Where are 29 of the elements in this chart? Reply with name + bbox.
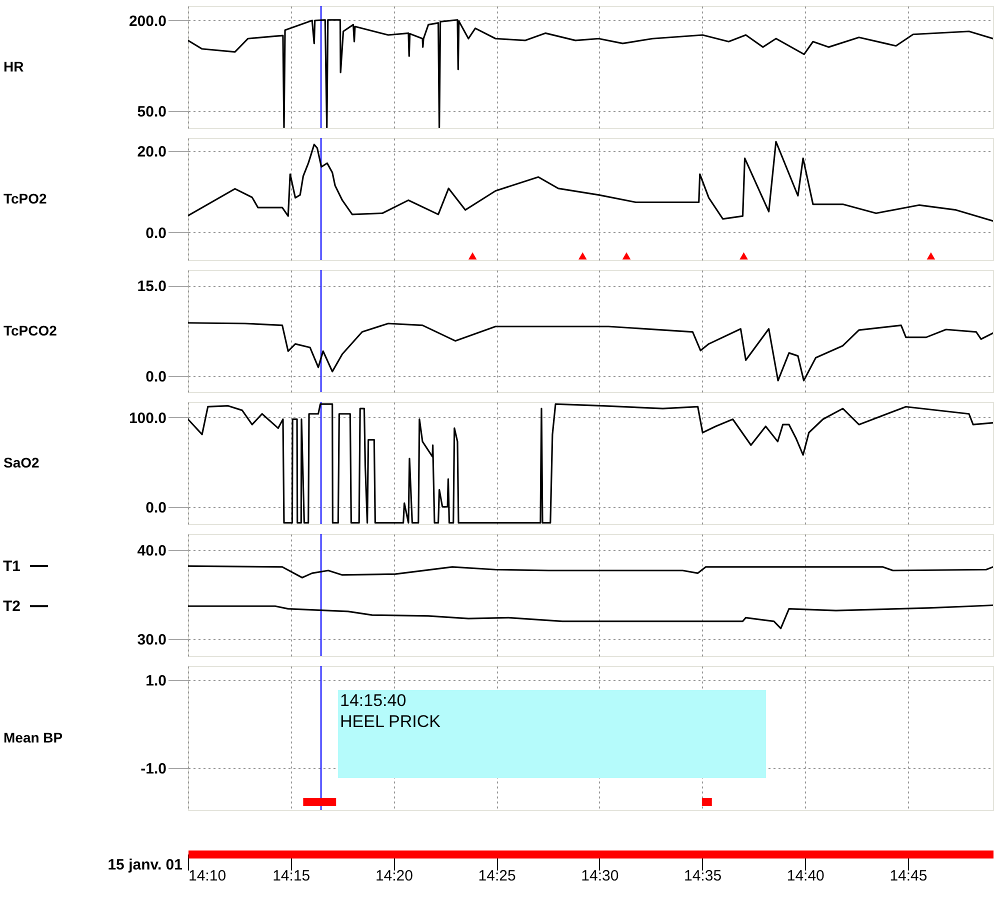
- x-tick-label: 14:25: [478, 868, 516, 884]
- y-tick-label: 20.0: [137, 144, 166, 161]
- y-axis-title: HR: [4, 58, 24, 74]
- x-axis-title: 15 janv. 01: [108, 856, 182, 874]
- y-axis-title: TcPCO2: [4, 322, 58, 338]
- x-tick-label: 14:45: [890, 868, 928, 884]
- x-tick-label: 14:35: [684, 868, 722, 884]
- y-tick-label: 30.0: [137, 632, 166, 649]
- y-axis-title: TcPO2: [4, 190, 48, 206]
- x-tick-label: 14:15: [272, 868, 310, 884]
- annotation: 14:15:40 HEEL PRICK: [340, 691, 442, 731]
- y-tick-label: 0.0: [146, 224, 166, 242]
- legend-label: T2: [3, 598, 21, 616]
- x-tick-label: 14:10: [188, 868, 226, 884]
- y-tick-label: 50.0: [137, 104, 166, 121]
- y-tick-label: 0.0: [146, 368, 166, 386]
- y-tick-label: 200.0: [128, 12, 166, 30]
- y-tick-label: 100.0: [128, 410, 166, 427]
- x-tick-label: 14:40: [786, 868, 824, 884]
- y-tick-label: 15.0: [137, 278, 166, 296]
- y-tick-label: 1.0: [146, 672, 166, 690]
- y-tick-label: 40.0: [137, 542, 166, 560]
- y-tick-label: 0.0: [146, 499, 166, 516]
- y-tick-label: -1.0: [140, 760, 166, 778]
- legend-label: T1: [3, 558, 21, 576]
- y-axis-title: SaO2: [4, 454, 40, 470]
- x-tick-label: 14:20: [375, 868, 413, 884]
- x-tick-label: 14:30: [581, 868, 619, 884]
- y-axis-title: Mean BP: [4, 730, 63, 746]
